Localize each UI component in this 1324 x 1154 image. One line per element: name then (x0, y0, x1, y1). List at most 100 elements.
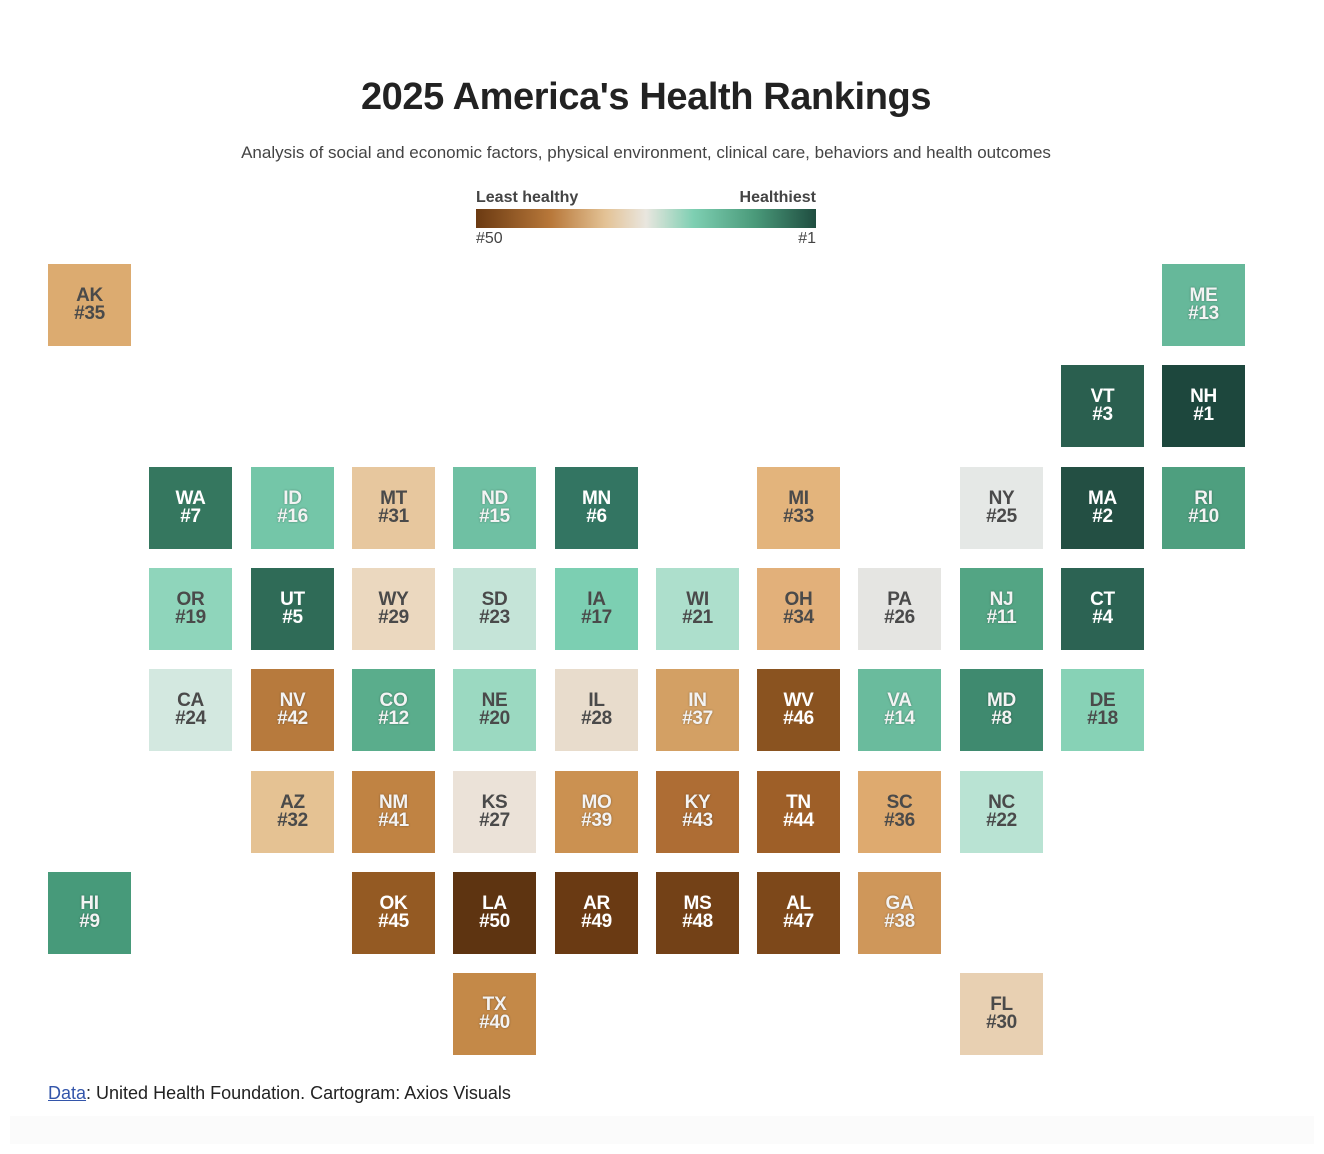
state-tile-ks[interactable]: KS #27 (453, 771, 536, 853)
state-tile-ak[interactable]: AK #35 (48, 264, 131, 346)
state-abbr: AZ (280, 792, 305, 813)
state-abbr: NH (1190, 386, 1217, 407)
state-abbr: TN (786, 792, 811, 813)
state-tile-wi[interactable]: WI #21 (656, 568, 739, 650)
legend-right-label: Healthiest (739, 189, 816, 206)
state-abbr: OK (379, 893, 408, 914)
state-tile-ma[interactable]: MA #2 (1061, 467, 1144, 549)
state-tile-wa[interactable]: WA #7 (149, 467, 232, 549)
state-abbr: IN (688, 690, 707, 711)
state-abbr: UT (280, 589, 305, 610)
state-rank: #11 (986, 607, 1017, 628)
state-tile-ne[interactable]: NE #20 (453, 669, 536, 751)
state-tile-nm[interactable]: NM #41 (352, 771, 435, 853)
state-tile-in[interactable]: IN #37 (656, 669, 739, 751)
state-abbr: GA (885, 893, 914, 914)
source-footer: Data: United Health Foundation. Cartogra… (48, 1083, 511, 1104)
state-abbr: OH (784, 589, 813, 610)
state-tile-sc[interactable]: SC #36 (858, 771, 941, 853)
state-rank: #41 (378, 810, 409, 831)
state-tile-pa[interactable]: PA #26 (858, 568, 941, 650)
state-tile-nv[interactable]: NV #42 (251, 669, 334, 751)
state-tile-tn[interactable]: TN #44 (757, 771, 840, 853)
state-tile-mo[interactable]: MO #39 (555, 771, 638, 853)
state-tile-mn[interactable]: MN #6 (555, 467, 638, 549)
state-tile-wy[interactable]: WY #29 (352, 568, 435, 650)
state-tile-ut[interactable]: UT #5 (251, 568, 334, 650)
state-abbr: MD (987, 690, 1016, 711)
state-tile-oh[interactable]: OH #34 (757, 568, 840, 650)
state-rank: #15 (479, 506, 510, 527)
legend-left-end: #50 (476, 230, 503, 247)
state-tile-hi[interactable]: HI #9 (48, 872, 131, 954)
state-abbr: DE (1089, 690, 1116, 711)
state-tile-tx[interactable]: TX #40 (453, 973, 536, 1055)
state-rank: #36 (884, 810, 915, 831)
state-rank: #9 (79, 911, 100, 932)
state-abbr: CT (1090, 589, 1115, 610)
state-abbr: RI (1194, 488, 1213, 509)
state-rank: #46 (783, 708, 814, 729)
data-source-link[interactable]: Data (48, 1083, 87, 1103)
state-tile-me[interactable]: ME #13 (1162, 264, 1245, 346)
state-rank: #23 (479, 607, 510, 628)
state-tile-ar[interactable]: AR #49 (555, 872, 638, 954)
state-tile-co[interactable]: CO #12 (352, 669, 435, 751)
state-tile-la[interactable]: LA #50 (453, 872, 536, 954)
state-tile-nd[interactable]: ND #15 (453, 467, 536, 549)
state-tile-mt[interactable]: MT #31 (352, 467, 435, 549)
state-abbr: ND (481, 488, 508, 509)
state-tile-al[interactable]: AL #47 (757, 872, 840, 954)
state-abbr: MS (683, 893, 712, 914)
state-abbr: MA (1088, 488, 1117, 509)
state-rank: #45 (378, 911, 409, 932)
state-abbr: NY (988, 488, 1015, 509)
state-tile-mi[interactable]: MI #33 (757, 467, 840, 549)
state-tile-fl[interactable]: FL #30 (960, 973, 1043, 1055)
state-tile-ky[interactable]: KY #43 (656, 771, 739, 853)
state-tile-nh[interactable]: NH #1 (1162, 365, 1245, 447)
state-tile-vt[interactable]: VT #3 (1061, 365, 1144, 447)
state-tile-ga[interactable]: GA #38 (858, 872, 941, 954)
state-rank: #8 (991, 708, 1012, 729)
state-tile-ia[interactable]: IA #17 (555, 568, 638, 650)
state-rank: #25 (986, 506, 1017, 527)
state-rank: #31 (378, 506, 409, 527)
state-rank: #33 (783, 506, 814, 527)
state-rank: #40 (479, 1012, 510, 1033)
state-tile-ms[interactable]: MS #48 (656, 872, 739, 954)
state-rank: #27 (479, 810, 510, 831)
state-tile-va[interactable]: VA #14 (858, 669, 941, 751)
state-abbr: MT (380, 488, 407, 509)
state-abbr: AL (786, 893, 811, 914)
state-tile-ca[interactable]: CA #24 (149, 669, 232, 751)
state-tile-ny[interactable]: NY #25 (960, 467, 1043, 549)
state-rank: #30 (986, 1012, 1017, 1033)
state-tile-wv[interactable]: WV #46 (757, 669, 840, 751)
state-tile-nc[interactable]: NC #22 (960, 771, 1043, 853)
state-tile-az[interactable]: AZ #32 (251, 771, 334, 853)
state-tile-ct[interactable]: CT #4 (1061, 568, 1144, 650)
state-abbr: AR (583, 893, 610, 914)
state-tile-id[interactable]: ID #16 (251, 467, 334, 549)
state-tile-or[interactable]: OR #19 (149, 568, 232, 650)
state-abbr: MO (581, 792, 612, 813)
state-tile-ri[interactable]: RI #10 (1162, 467, 1245, 549)
state-tile-il[interactable]: IL #28 (555, 669, 638, 751)
state-tile-md[interactable]: MD #8 (960, 669, 1043, 751)
state-rank: #12 (378, 708, 409, 729)
state-tile-ok[interactable]: OK #45 (352, 872, 435, 954)
state-tile-sd[interactable]: SD #23 (453, 568, 536, 650)
state-tile-nj[interactable]: NJ #11 (960, 568, 1043, 650)
legend-gradient-bar (476, 209, 816, 228)
state-abbr: IA (587, 589, 606, 610)
state-abbr: NE (481, 690, 508, 711)
state-rank: #49 (581, 911, 612, 932)
chart-title: 2025 America's Health Rankings (360, 76, 932, 118)
state-rank: #44 (783, 810, 814, 831)
state-rank: #6 (586, 506, 607, 527)
state-rank: #4 (1092, 607, 1113, 628)
state-tile-de[interactable]: DE #18 (1061, 669, 1144, 751)
state-rank: #34 (783, 607, 814, 628)
